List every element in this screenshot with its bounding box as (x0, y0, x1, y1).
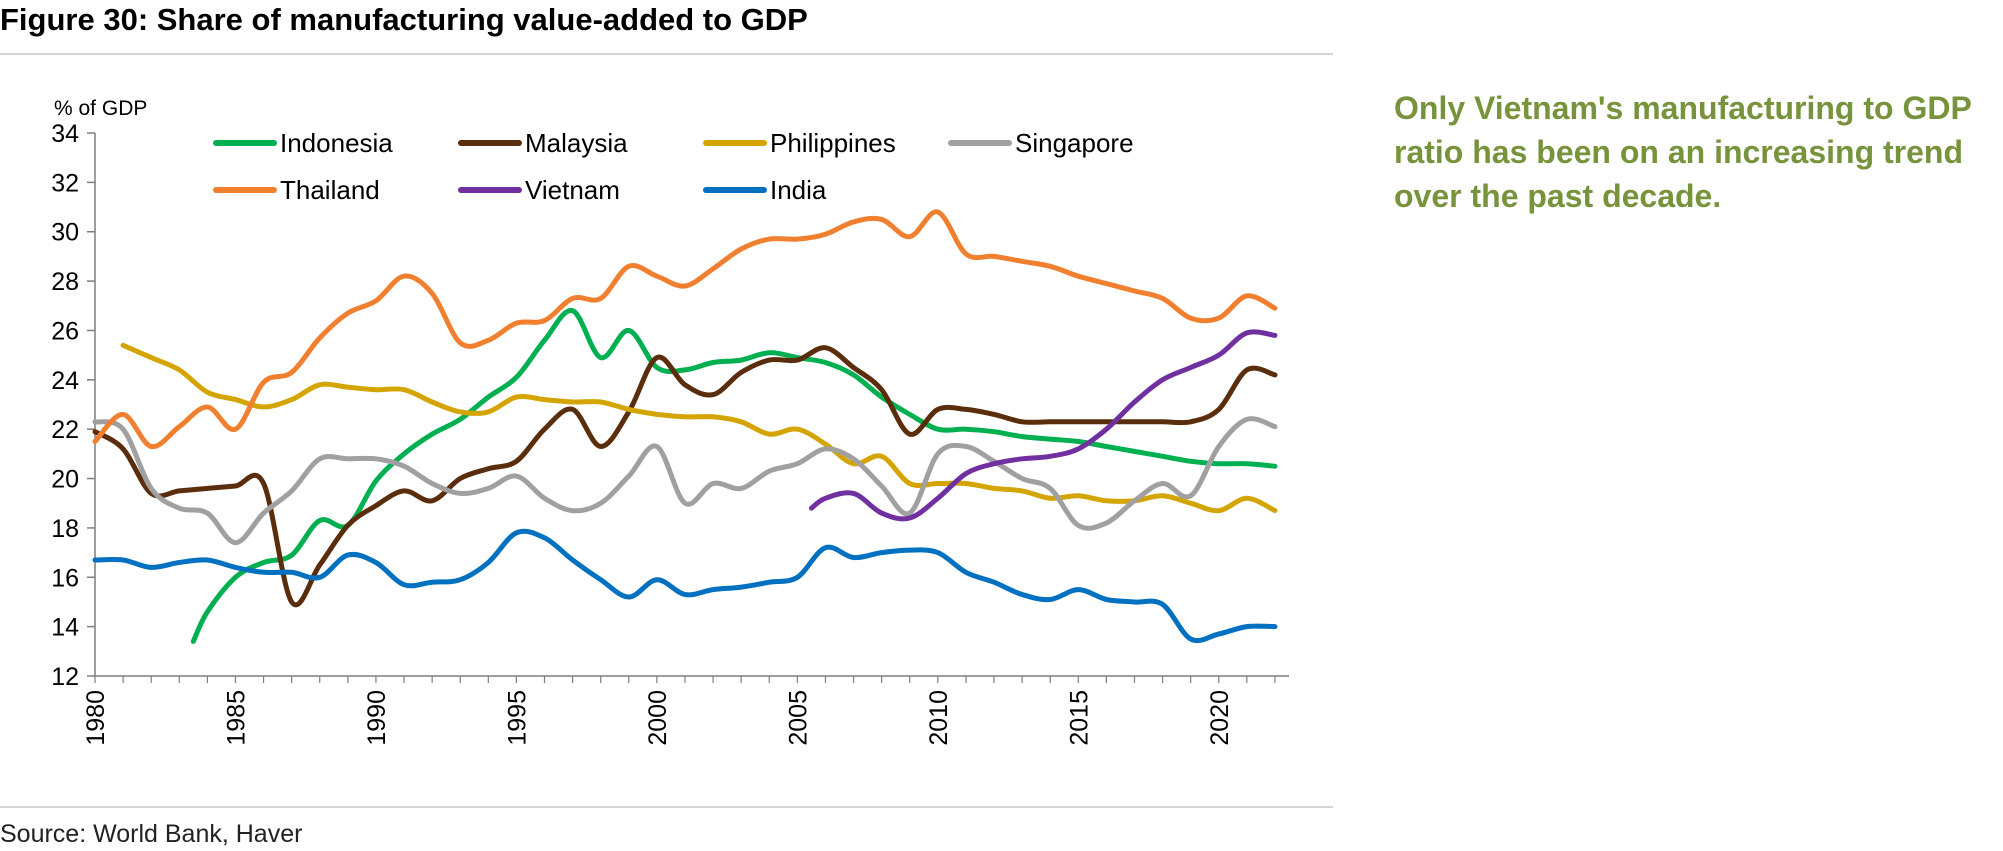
y-tick-label: 18 (51, 515, 79, 543)
y-tick-label: 12 (51, 663, 79, 691)
legend-label-malaysia: Malaysia (525, 128, 628, 158)
series-line-singapore (92, 416, 1278, 546)
y-tick-label: 26 (51, 317, 79, 345)
title-divider (0, 53, 1333, 55)
y-tick-label: 28 (51, 268, 79, 296)
x-tick-label: 2000 (644, 690, 672, 746)
y-tick-label: 24 (51, 367, 79, 395)
legend-label-thailand: Thailand (280, 175, 380, 205)
source-note: Source: World Bank, Haver (0, 820, 303, 848)
x-tick-label: 1995 (503, 690, 531, 746)
y-tick-label: 20 (51, 466, 79, 494)
figure-title: Figure 30: Share of manufacturing value-… (0, 2, 808, 37)
line-chart: 12 14 16 18 20 22 24 26 28 30 32 34 1980 1985 1990 1995… (51, 97, 1289, 746)
x-tick-label: 2015 (1065, 690, 1093, 746)
legend-label-vietnam: Vietnam (525, 175, 620, 205)
chart-legend: Indonesia Malaysia Philippines Singapore Tha… (213, 128, 1134, 205)
x-tick-label: 2005 (784, 690, 812, 746)
x-tick-label: 1985 (222, 690, 250, 746)
y-tick-label: 16 (51, 564, 79, 592)
y-axis-label: % of GDP (54, 97, 147, 120)
chart-plot-area (92, 209, 1278, 644)
y-tick-label: 22 (51, 416, 79, 444)
x-tick-label: 2010 (925, 690, 953, 746)
series-line-indonesia (190, 308, 1278, 644)
series-line-thailand (92, 209, 1278, 450)
legend-label-india: India (770, 175, 827, 205)
y-tick-label: 32 (51, 169, 79, 197)
series-line-philippines (120, 342, 1278, 514)
chart-axes: 12 14 16 18 20 22 24 26 28 30 32 34 1980 1985 1990 1995… (51, 120, 1289, 746)
legend-label-singapore: Singapore (1015, 128, 1134, 158)
footer-divider (0, 806, 1333, 808)
y-tick-label: 14 (51, 614, 79, 642)
x-tick-label: 1990 (363, 690, 391, 746)
x-tick-label: 1980 (82, 690, 110, 746)
key-takeaway-note: Only Vietnam's manufacturing to GDP rati… (1394, 90, 1972, 214)
series-line-malaysia (92, 345, 1278, 608)
legend-label-indonesia: Indonesia (280, 128, 393, 158)
series-line-india (92, 528, 1278, 644)
legend-label-philippines: Philippines (770, 128, 896, 158)
series-line-vietnam (808, 329, 1278, 522)
y-tick-label: 34 (51, 120, 79, 148)
y-tick-label: 30 (51, 219, 79, 247)
x-tick-label: 2020 (1206, 690, 1234, 746)
